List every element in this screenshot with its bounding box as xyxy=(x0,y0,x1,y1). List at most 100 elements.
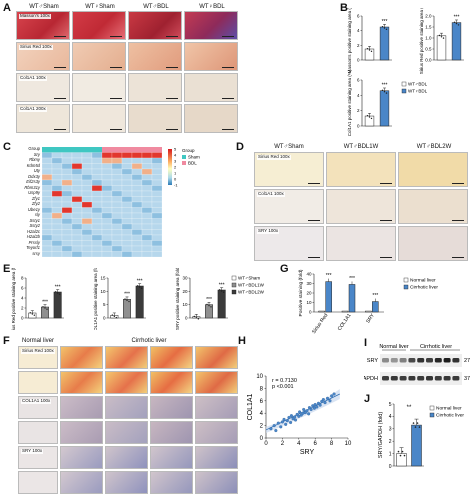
heatmap-cell xyxy=(121,179,133,186)
data-point xyxy=(381,89,384,92)
heatmap-cell xyxy=(141,223,153,230)
legend-swatch xyxy=(231,275,237,281)
heatmap-cell xyxy=(81,196,93,203)
heatmap-cell xyxy=(131,152,143,159)
data-point xyxy=(385,28,388,31)
data-point xyxy=(140,287,143,289)
y-axis-label: COL1A1 xyxy=(247,393,254,420)
legend-swatch xyxy=(403,277,409,283)
heatmap-cell xyxy=(61,234,73,241)
panel-f-tile: COL1A1 100x xyxy=(18,396,58,419)
scatter-point xyxy=(285,419,289,423)
panel-a-tile xyxy=(72,11,126,40)
heatmap-cell xyxy=(61,174,73,181)
heatmap-cell xyxy=(151,218,163,225)
heatmap-cell xyxy=(91,179,103,186)
scale-tick-label: -1 xyxy=(174,183,178,188)
heatmap-cell xyxy=(71,157,83,164)
panel-a-tile xyxy=(72,73,126,102)
y-tick-label: 10 xyxy=(100,289,106,294)
panel-f-row-label: Sirius Red 100x xyxy=(21,348,55,354)
heatmap-cell xyxy=(131,163,143,170)
data-point xyxy=(128,300,130,303)
heatmap-cell xyxy=(111,229,123,236)
heatmap-cell xyxy=(61,251,73,258)
scatter-point xyxy=(313,402,317,407)
panel-f-row-label: COL1A1 100x xyxy=(21,398,52,404)
scale-tick-label: 4 xyxy=(174,153,177,158)
scatter-point xyxy=(318,403,322,407)
heatmap-cell xyxy=(81,207,93,214)
data-point xyxy=(193,315,196,318)
data-point xyxy=(453,21,456,23)
scale-bar xyxy=(166,36,178,37)
y-tick-label: 6 xyxy=(21,286,24,291)
heatmap-cell xyxy=(71,201,83,208)
heatmap-cell xyxy=(42,179,53,186)
heatmap-cell xyxy=(121,157,133,164)
scatter-point xyxy=(282,417,286,421)
panel-e-charts: 0 2 4 6 8 *** *** Sirius Red positive staining … xyxy=(11,268,265,330)
panel-i-western-blot: Normal liver Cirrhotic liver SRY 27 GAPDH 37 xyxy=(364,344,470,385)
blot-band xyxy=(434,376,442,381)
data-point xyxy=(381,25,384,28)
scale-tick-label: 2 xyxy=(174,165,177,170)
scale-bar xyxy=(222,129,234,130)
heatmap-gene-label: Ssty1 xyxy=(29,217,40,223)
blot-band xyxy=(382,358,389,363)
y-axis-label: SRY positive staining area (fold) xyxy=(175,268,180,330)
heatmap-cell xyxy=(61,240,73,247)
scatter-point xyxy=(325,396,330,400)
blot-band xyxy=(399,358,407,363)
panel-f-col-2: Cirrhotic liver xyxy=(131,338,167,344)
y-tick-label: 1.5 xyxy=(425,25,432,30)
data-point xyxy=(220,290,223,292)
heatmap-cell xyxy=(61,185,73,192)
scale-tick-label: 1 xyxy=(174,171,177,176)
y-tick-label: 0 xyxy=(260,436,264,442)
heatmap-cell xyxy=(91,218,103,225)
legend-label: WT♂BDL xyxy=(408,82,428,87)
heatmap-gene-label: Group xyxy=(28,146,40,151)
heatmap-cell xyxy=(111,218,123,225)
y-tick-label: 8 xyxy=(260,386,264,392)
heatmap-cell xyxy=(141,240,153,247)
significance-label: *** xyxy=(382,19,388,25)
data-point xyxy=(370,50,373,53)
scatter-point xyxy=(305,409,309,413)
heatmap-cell xyxy=(141,190,153,197)
scatter-point xyxy=(289,420,293,425)
heatmap-cell xyxy=(131,207,143,214)
heatmap-cell xyxy=(151,152,163,159)
heatmap-group-cell xyxy=(132,147,142,153)
data-point xyxy=(54,291,57,293)
heatmap-cell xyxy=(101,234,113,241)
blot-band xyxy=(382,376,389,381)
heatmap-cell xyxy=(42,240,53,247)
x-tick-label: 0 xyxy=(264,441,268,447)
data-point xyxy=(218,289,221,291)
heatmap-cell xyxy=(51,251,63,258)
legend-swatch xyxy=(429,405,435,411)
heatmap-cell xyxy=(151,168,163,175)
y-tick-label: 0.0 xyxy=(425,58,432,63)
panel-f-tile xyxy=(60,396,103,419)
panel-d-tile: Col1A1 100x xyxy=(254,189,324,224)
panel-f-tile xyxy=(195,371,238,394)
x-category-label: Sirius Red xyxy=(311,313,329,336)
legend-label: WT♂Sham xyxy=(238,276,260,281)
heatmap-cell xyxy=(61,168,73,175)
heatmap-group-cell xyxy=(52,147,62,153)
heatmap-cell xyxy=(71,234,83,241)
heatmap-cell xyxy=(81,234,93,241)
scatter-point xyxy=(284,422,288,426)
panel-f-tile xyxy=(150,471,193,494)
y-tick-label: 2.0 xyxy=(425,14,432,19)
data-point xyxy=(42,306,44,308)
panel-a-row-label: Sirius Red 100x xyxy=(19,44,53,50)
data-point xyxy=(124,298,126,300)
heatmap-cell xyxy=(61,190,73,197)
heatmap-cell xyxy=(131,218,143,225)
heatmap-cell xyxy=(81,201,93,208)
panel-a-col-1: WT♂Sham xyxy=(29,4,59,10)
